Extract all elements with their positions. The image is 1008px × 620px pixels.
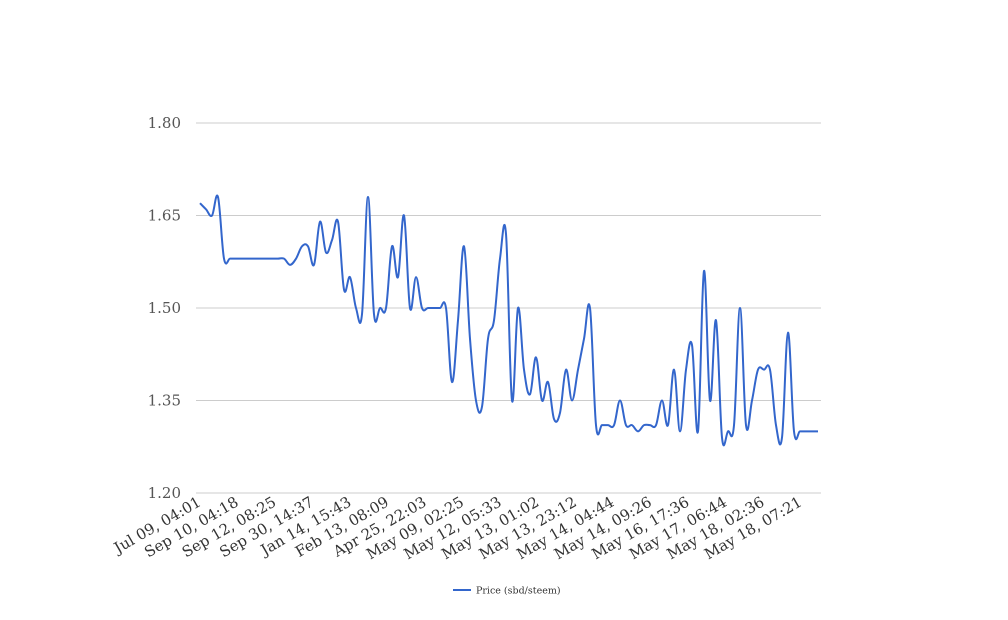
y-axis-ticks: 1.80 1.65 1.50 1.35 1.20 (148, 114, 181, 502)
legend-label: Price (sbd/steem) (476, 586, 561, 597)
legend: Price (sbd/steem) (453, 586, 561, 597)
series-line (199, 194, 818, 447)
y-tick-label: 1.35 (148, 392, 181, 410)
y-tick-label: 1.50 (148, 299, 181, 317)
y-tick-label: 1.80 (148, 114, 181, 132)
y-tick-label: 1.65 (148, 207, 181, 225)
series-layer (199, 194, 818, 447)
y-tick-label: 1.20 (148, 484, 181, 502)
